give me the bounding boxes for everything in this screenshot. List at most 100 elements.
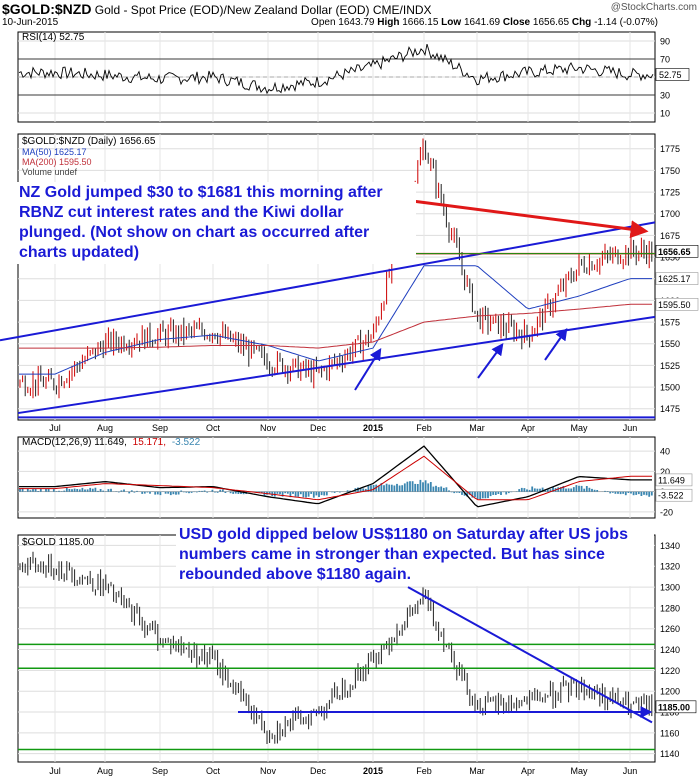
- macd-legend-macd: MACD(12,26,9) 11.649,: [22, 437, 127, 448]
- x-tick-label: Jul: [49, 423, 61, 433]
- gold-y-tick-label: 1200: [660, 687, 680, 697]
- ma200-line: [19, 303, 652, 349]
- usd-gold-annotation-box: USD gold dipped below US$1180 on Saturda…: [176, 524, 654, 586]
- macd-value-label-box: [655, 473, 693, 487]
- x-tick-label: Feb: [416, 766, 432, 776]
- gold-value-box: [655, 700, 697, 714]
- x-tick-label: Sep: [152, 423, 168, 433]
- gold-y-tick-label: 1340: [660, 541, 680, 551]
- gold-y-tick-label: 1300: [660, 583, 680, 593]
- chart-title: $GOLD:$NZD Gold - Spot Price (EOD)/New Z…: [2, 1, 432, 17]
- macd-legend: MACD(12,26,9) 11.649, 15.171, -3.522: [22, 437, 201, 448]
- x-tick-label: May: [570, 766, 588, 776]
- ma200-legend: MA(200) 1595.50: [22, 157, 92, 167]
- symbol-description: Gold - Spot Price (EOD)/New Zealand Doll…: [94, 3, 370, 17]
- close-value: 1656.65: [532, 17, 570, 28]
- gold-y-tick-label: 1260: [660, 624, 680, 634]
- open-label: Open: [311, 17, 336, 28]
- chg-label: Chg: [571, 17, 592, 28]
- ma200-value-label: 1595.50: [658, 300, 691, 310]
- price-close-label-box: [655, 245, 699, 258]
- macd-hist-value-label: -3.522: [658, 491, 684, 501]
- ma50-legend: MA(50) 1625.17: [22, 147, 87, 157]
- x-tick-label: Nov: [260, 766, 277, 776]
- x-tick-label: May: [570, 423, 588, 433]
- macd-legend-hist: -3.522: [172, 437, 201, 448]
- gold-y-tick-label: 1140: [660, 749, 679, 759]
- support-arrow-3: [544, 328, 568, 361]
- x-tick-label: 2015: [363, 423, 383, 433]
- price-y-tick-label: 1700: [660, 209, 680, 219]
- rsi-y-tick-label: 10: [660, 109, 670, 119]
- price-y-tick-label: 1575: [660, 318, 680, 328]
- macd-hist-value-label-box: [655, 488, 693, 502]
- gold-y-tick-label: 1280: [660, 603, 680, 613]
- gold-y-tick-label: 1240: [660, 645, 680, 655]
- gold-legend: $GOLD 1185.00: [22, 537, 95, 548]
- price-y-tick-label: 1500: [660, 383, 680, 393]
- x-tick-label: Aug: [97, 766, 113, 776]
- chart-date: 10-Jun-2015: [2, 17, 59, 28]
- volume-legend: Volume undef: [22, 167, 78, 177]
- low-label: Low: [441, 17, 462, 28]
- macd-y-tick-label: 20: [660, 467, 670, 477]
- x-tick-label: Oct: [206, 766, 221, 776]
- macd-y-tick-label: -20: [660, 507, 673, 517]
- rsi-value-box: [655, 68, 690, 81]
- gold-value-label: 1185.00: [658, 702, 690, 712]
- x-tick-label: Feb: [416, 423, 432, 433]
- x-tick-label: Mar: [469, 423, 485, 433]
- price-y-tick-label: 1475: [660, 404, 680, 414]
- x-tick-label: 2015: [363, 766, 383, 776]
- x-tick-label: Jun: [623, 766, 638, 776]
- macd-y-tick-label: 40: [660, 447, 670, 457]
- high-value: 1666.15: [402, 17, 439, 28]
- macd-value-label: 11.649: [658, 475, 685, 485]
- ma50-value-label-box: [655, 272, 699, 285]
- close-label: Close: [502, 17, 531, 28]
- price-y-tick-label: 1550: [660, 339, 680, 349]
- x-tick-label: Aug: [97, 423, 113, 433]
- symbol: $GOLD:$NZD: [2, 1, 92, 17]
- x-tick-label: Mar: [469, 766, 485, 776]
- support-arrow-2: [477, 343, 504, 379]
- gold-y-tick-label: 1320: [660, 562, 680, 572]
- macd-line: [19, 445, 652, 508]
- rsi-value-label: 52.75: [659, 70, 682, 80]
- x-tick-label: Dec: [310, 766, 327, 776]
- open-value: 1643.79: [338, 17, 375, 28]
- x-tick-label: Jun: [623, 423, 638, 433]
- x-tick-label: Jul: [49, 766, 61, 776]
- rsi-y-tick-label: 30: [660, 91, 670, 101]
- x-tick-label: Sep: [152, 766, 168, 776]
- ohlc-readout: Open 1643.79 High 1666.15 Low 1641.69 Cl…: [311, 17, 658, 28]
- usd-gold-annotation: USD gold dipped below US$1180 on Saturda…: [176, 524, 654, 586]
- trend-lines: [0, 196, 656, 751]
- ma200-value-label-box: [655, 297, 699, 311]
- rsi-legend: RSI(14) 52.75: [22, 32, 85, 43]
- macd-legend-signal: 15.171,: [133, 437, 166, 448]
- price-close-label: 1656.65: [658, 247, 691, 257]
- price-legend: $GOLD:$NZD (Daily) 1656.65: [22, 136, 156, 147]
- nz-gold-annotation: NZ Gold jumped $30 to $1681 this morning…: [16, 182, 416, 264]
- price-frame: [17, 133, 656, 421]
- gold-y-tick-label: 1160: [660, 728, 679, 738]
- price-y-tick-label: 1675: [660, 231, 680, 241]
- y-axes: 1030507090147515001525155015751600162516…: [660, 37, 680, 760]
- price-y-tick-label: 1775: [660, 144, 680, 154]
- price-y-tick-label: 1525: [660, 361, 680, 371]
- nz-gold-annotation-box: NZ Gold jumped $30 to $1681 this morning…: [16, 182, 416, 264]
- macd-frame: [17, 436, 656, 519]
- channel-lower-line: [17, 315, 656, 415]
- x-tick-label: Apr: [521, 766, 535, 776]
- high-label: High: [377, 17, 400, 28]
- rsi-line: [18, 43, 654, 95]
- price-y-tick-label: 1750: [660, 166, 680, 176]
- chg-value: -1.14 (-0.07%): [594, 17, 658, 28]
- gold-downtrend-line: [407, 586, 653, 724]
- macd-signal-line: [19, 455, 652, 501]
- rsi-y-tick-label: 90: [660, 37, 670, 47]
- x-tick-label: Dec: [310, 423, 327, 433]
- x-axis: Jul Aug Sep Oct Nov Dec 2015 Feb Mar Apr May Jun Jul…: [49, 423, 637, 776]
